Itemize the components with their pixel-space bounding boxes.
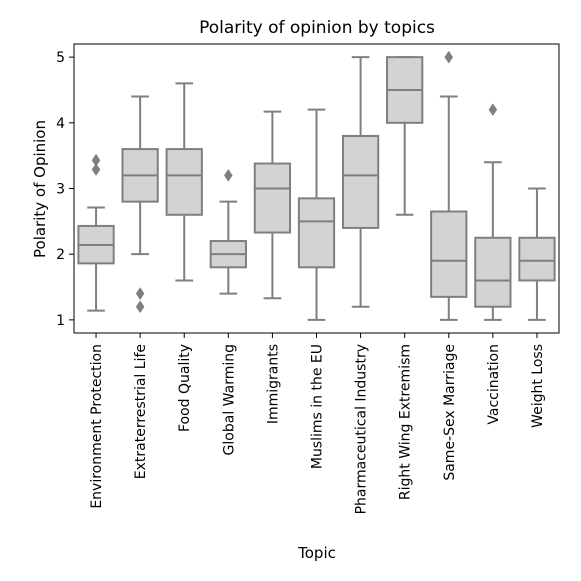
x-axis-title: Topic [297, 544, 336, 562]
box-group [386, 56, 424, 216]
box-group [253, 110, 292, 300]
y-tick-label: 1 [56, 313, 65, 329]
y-axis: 1 2 3 4 5 [56, 50, 74, 329]
x-tick-label: Food Quality [177, 344, 193, 432]
iqr-box [474, 236, 512, 308]
iqr-box [430, 210, 468, 298]
outlier-marker [91, 153, 101, 167]
iqr-box [297, 197, 336, 269]
x-tick-label: Environment Protection [89, 344, 105, 509]
y-tick-label: 3 [56, 182, 65, 198]
outlier-marker [444, 50, 454, 64]
plot-area [77, 50, 556, 321]
box-group [474, 103, 512, 321]
y-axis-title: Polarity of Opinion [31, 120, 49, 258]
outlier-marker [135, 287, 145, 301]
x-tick-label: Vaccination [486, 344, 502, 425]
box-group [297, 108, 336, 321]
outlier-marker [135, 300, 145, 314]
x-tick-label: Weight Loss [530, 344, 546, 428]
iqr-box [253, 162, 292, 234]
outlier-marker [91, 163, 101, 176]
chart-title: Polarity of opinion by topics [199, 18, 435, 38]
x-tick-label: Same-Sex Marriage [442, 344, 458, 481]
outlier-marker [488, 103, 498, 117]
x-tick-label: Global Warming [221, 344, 237, 455]
y-tick-label: 5 [56, 50, 65, 66]
iqr-box [341, 134, 380, 229]
y-tick-label: 4 [56, 116, 65, 132]
box-group [341, 56, 380, 308]
box-group [430, 50, 468, 321]
box-group [121, 95, 159, 314]
outlier-marker [224, 168, 233, 182]
x-tick-label: Pharmaceutical Industry [354, 344, 370, 514]
x-tick-label: Extraterrestrial Life [133, 344, 149, 479]
x-tick-label: Right Wing Extremism [398, 344, 414, 500]
box-group [209, 168, 247, 295]
iqr-box [165, 148, 203, 216]
box-group [77, 153, 115, 312]
y-tick-label: 2 [56, 247, 65, 263]
box-group [518, 187, 556, 321]
box-group [165, 82, 203, 282]
x-axis: Environment Protection Extraterrestrial L… [89, 333, 546, 514]
x-tick-label: Muslims in the EU [310, 344, 326, 469]
iqr-box [518, 236, 556, 282]
x-tick-label: Immigrants [265, 344, 281, 424]
